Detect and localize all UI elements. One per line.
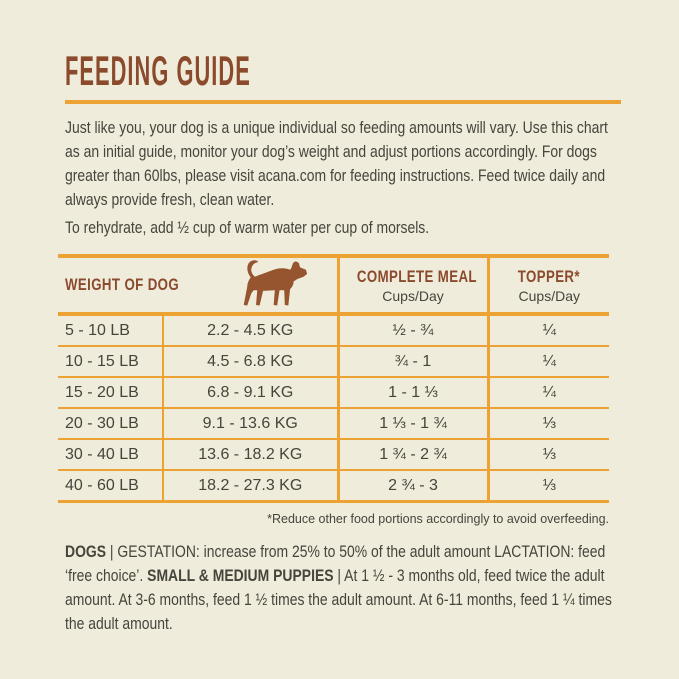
topper-cell: ⅓ [486, 438, 609, 470]
complete-meal-cell: ¾ - 1 [336, 345, 488, 377]
complete-meal-cell: 1 - 1 ⅓ [336, 376, 488, 408]
intro-paragraph: Just like you, your dog is a unique indi… [65, 118, 608, 209]
topper-cell: ⅓ [486, 469, 609, 502]
topper-cell: ⅓ [486, 407, 609, 439]
gestation-lactation-text: | GESTATION: increase from 25% to 50% of… [65, 542, 606, 585]
puppies-label: SMALL & MEDIUM PUPPIES [147, 566, 334, 585]
weight-of-dog-header-cell: WEIGHT OF DOG [58, 256, 338, 314]
page-title-text: FEEDING GUIDE [65, 47, 251, 94]
topper-unit: Cups/Day [518, 287, 580, 304]
table-row: 30 - 40 LB 13.6 - 18.2 KG 1 ¾ - 2 ¾ ⅓ [58, 438, 609, 470]
page-title: FEEDING GUIDE [65, 48, 621, 94]
weight-lb-cell: 10 - 15 LB [58, 345, 163, 377]
weight-kg-cell: 6.8 - 9.1 KG [162, 376, 338, 408]
weight-lb-cell: 20 - 30 LB [58, 407, 163, 439]
weight-kg-cell: 13.6 - 18.2 KG [162, 438, 338, 470]
table-row: 20 - 30 LB 9.1 - 13.6 KG 1 ⅓ - 1 ¾ ⅓ [58, 407, 609, 439]
complete-meal-cell: ½ - ¾ [336, 313, 488, 346]
weight-kg-cell: 4.5 - 6.8 KG [162, 345, 338, 377]
rehydrate-note: To rehydrate, add ½ cup of warm water pe… [65, 218, 430, 237]
complete-meal-unit: Cups/Day [382, 287, 444, 304]
topper-cell: ¼ [486, 345, 609, 377]
weight-kg-cell: 18.2 - 27.3 KG [162, 469, 338, 502]
topper-cell: ¼ [486, 376, 609, 408]
puppies-text: | At 1 ½ - 3 months old, feed twice the … [65, 566, 612, 633]
weight-lb-cell: 5 - 10 LB [58, 313, 163, 346]
complete-meal-label: COMPLETE MEAL [356, 266, 477, 286]
table-row: 10 - 15 LB 4.5 - 6.8 KG ¾ - 1 ¼ [58, 345, 609, 377]
table-row: 5 - 10 LB 2.2 - 4.5 KG ½ - ¾ ¼ [58, 313, 609, 346]
weight-lb-cell: 40 - 60 LB [58, 469, 163, 502]
complete-meal-cell: 1 ¾ - 2 ¾ [336, 438, 488, 470]
dog-silhouette-icon [237, 258, 315, 312]
topper-header-cell: TOPPER* Cups/Day [486, 256, 609, 314]
table-footnote: *Reduce other food portions accordingly … [267, 512, 609, 526]
complete-meal-cell: 2 ¾ - 3 [336, 469, 488, 502]
title-divider [65, 100, 621, 104]
topper-label: TOPPER* [518, 266, 581, 286]
table-row: 40 - 60 LB 18.2 - 27.3 KG 2 ¾ - 3 ⅓ [58, 469, 609, 502]
feeding-notes: DOGS | GESTATION: increase from 25% to 5… [65, 540, 621, 636]
complete-meal-cell: 1 ⅓ - 1 ¾ [336, 407, 488, 439]
weight-lb-cell: 30 - 40 LB [58, 438, 163, 470]
complete-meal-header-cell: COMPLETE MEAL Cups/Day [336, 256, 488, 314]
feeding-table: WEIGHT OF DOG COMPLETE MEAL [58, 254, 609, 503]
weight-of-dog-label: WEIGHT OF DOG [65, 275, 180, 294]
weight-lb-cell: 15 - 20 LB [58, 376, 163, 408]
table-row: 15 - 20 LB 6.8 - 9.1 KG 1 - 1 ⅓ ¼ [58, 376, 609, 408]
table-header-row: WEIGHT OF DOG COMPLETE MEAL [58, 256, 609, 314]
weight-kg-cell: 9.1 - 13.6 KG [162, 407, 338, 439]
dogs-label: DOGS [65, 542, 107, 561]
weight-kg-cell: 2.2 - 4.5 KG [162, 313, 338, 346]
topper-cell: ¼ [486, 313, 609, 346]
